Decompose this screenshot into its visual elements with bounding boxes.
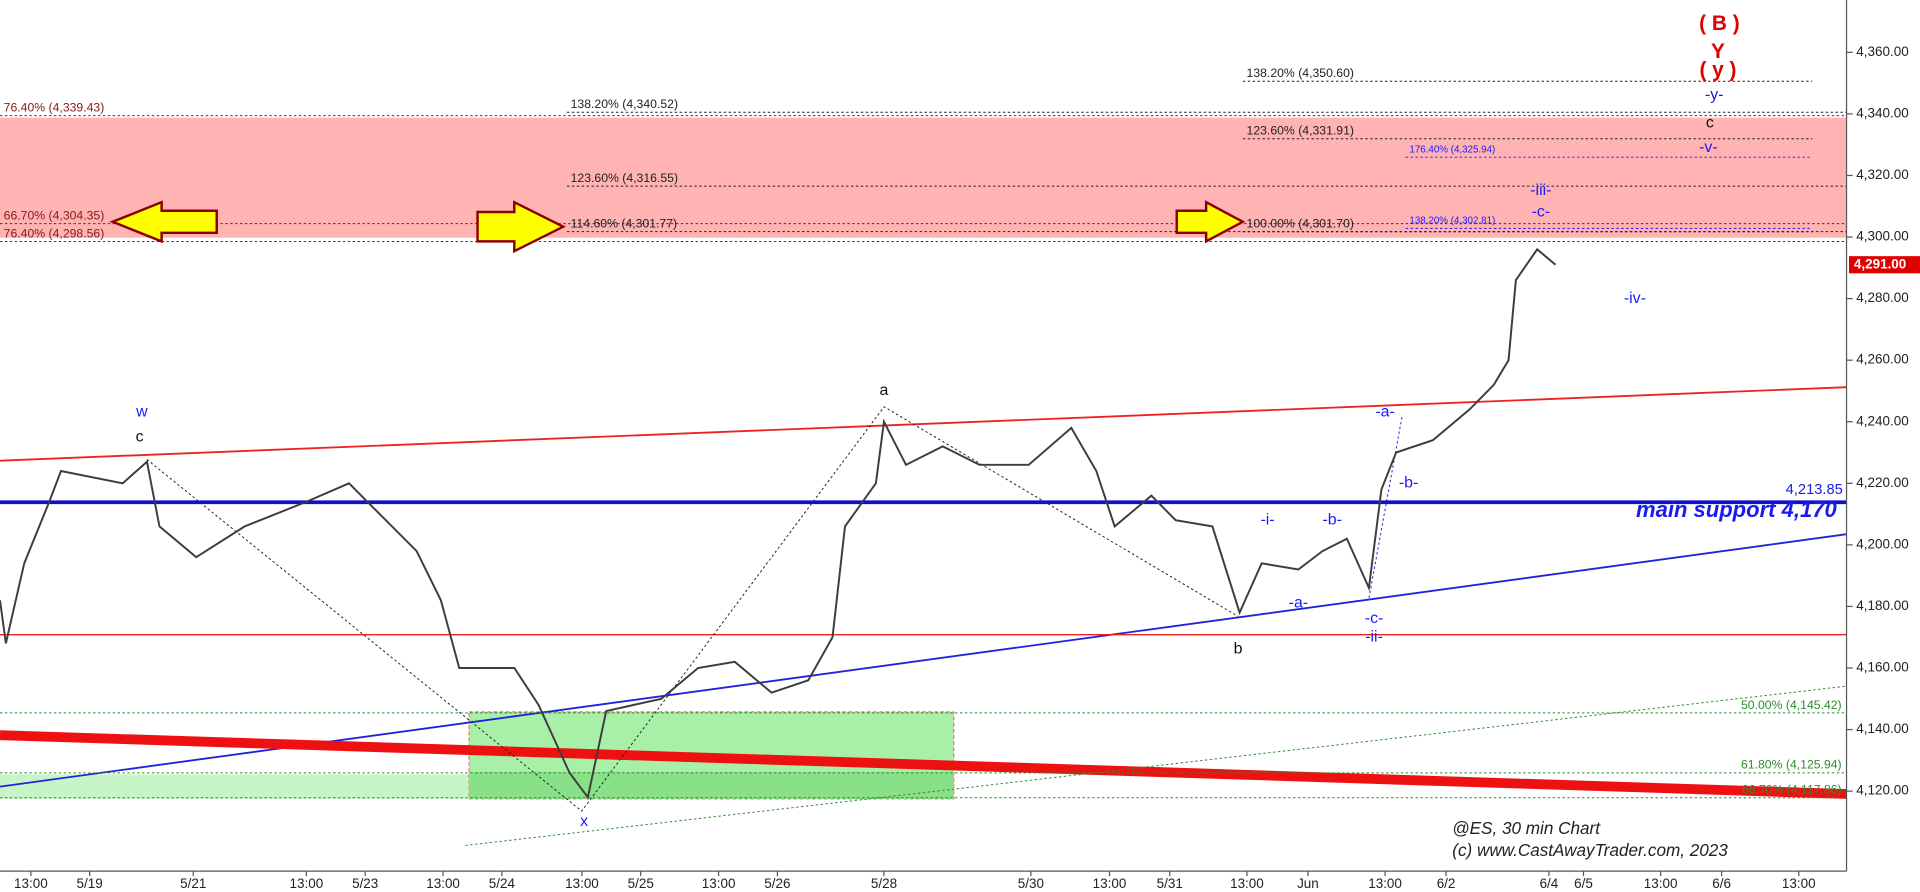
x-tick-label: 5/25: [628, 876, 654, 891]
wave-path-minor: [1368, 416, 1403, 599]
fib-level-label: 138.20% (4,302.81): [1409, 216, 1495, 227]
x-tick-label: 5/21: [180, 876, 206, 891]
fib-fan-line: [465, 685, 1847, 846]
wave-label: ( B ): [1699, 12, 1739, 35]
fib-level-label: 138.20% (4,340.52): [571, 97, 678, 111]
x-tick-label: 13:00: [14, 876, 48, 891]
wave-label: -b-: [1399, 474, 1418, 491]
wave-label: b: [1234, 641, 1243, 658]
x-tick-label: Jun: [1297, 876, 1319, 891]
x-tick-label: 13:00: [290, 876, 324, 891]
fib-level-label: 123.60% (4,331.91): [1247, 124, 1354, 138]
x-tick-label: 5/26: [764, 876, 790, 891]
wave-label: w: [135, 404, 148, 421]
x-tick-label: 5/31: [1157, 876, 1183, 891]
wave-label: a: [880, 382, 889, 399]
credit: (c) www.CastAwayTrader.com, 2023: [1452, 840, 1728, 860]
wave-label: c: [136, 428, 144, 445]
y-tick-label: 4,120.00: [1856, 783, 1908, 798]
last-price-tag: [1848, 256, 1920, 274]
x-tick-label: 6/6: [1712, 876, 1731, 891]
wave-path: [146, 406, 1239, 812]
price-line: [0, 247, 1557, 800]
y-tick-label: 4,260.00: [1856, 352, 1908, 367]
wave-label: ( y ): [1699, 58, 1736, 81]
credit: @ES, 30 min Chart: [1452, 818, 1601, 838]
fib-level-label: 76.40% (4,298.56): [4, 226, 105, 240]
x-tick-label: 5/28: [871, 876, 897, 891]
fib-level-label: 114.60% (4,301.77): [571, 216, 678, 230]
fib-level-label: 66.70% (4,117.86): [1742, 783, 1842, 797]
y-tick-label: 4,360.00: [1856, 44, 1908, 59]
fib-level-label: 50.00% (4,145.42): [1741, 698, 1842, 712]
x-tick-label: 13:00: [702, 876, 736, 891]
wave-label: -c-: [1532, 204, 1551, 221]
wave-label: -iv-: [1624, 290, 1646, 307]
resistance-zone: [0, 117, 1847, 238]
y-tick-label: 4,200.00: [1856, 536, 1908, 551]
support-zone-left: [0, 774, 469, 799]
y-tick-label: 4,140.00: [1856, 721, 1908, 736]
wave-label: -i-: [1260, 511, 1274, 528]
wave-label: -b-: [1322, 511, 1341, 528]
plot: 4,213.85 ( B ) Y( y ) -y-c -v- -iii- -c- -iv-a w…: [0, 12, 1847, 830]
y-tick-label: 4,180.00: [1856, 598, 1908, 613]
wave-label: x: [580, 813, 588, 830]
fib-level-label: 123.60% (4,316.55): [571, 171, 678, 185]
y-tick-label: 4,340.00: [1856, 105, 1908, 120]
wave-label: -iii-: [1530, 182, 1551, 199]
last-price-label: 4,291.00: [1854, 256, 1906, 271]
y-tick-label: 4,280.00: [1856, 290, 1908, 305]
support-label: 4,213.85: [1786, 482, 1843, 498]
fib-level-label: 176.40% (4,325.94): [1409, 144, 1495, 155]
x-tick-label: 13:00: [1230, 876, 1264, 891]
x-tick-label: 5/30: [1018, 876, 1044, 891]
wave-label: -y-: [1705, 87, 1724, 104]
fib-level-label: 61.80% (4,125.94): [1741, 758, 1842, 772]
arrow-left: [109, 200, 218, 244]
wave-label: -v-: [1699, 139, 1718, 156]
y-tick-label: 4,160.00: [1856, 660, 1908, 675]
x-tick-label: 5/23: [352, 876, 378, 891]
wave-label: -ii-: [1365, 628, 1383, 645]
y-tick-label: 4,220.00: [1856, 475, 1908, 490]
upper-trendline: [0, 386, 1847, 462]
major-trendline: [0, 730, 1847, 799]
wave-label: Y: [1711, 40, 1725, 63]
y-tick-label: 4,320.00: [1856, 167, 1908, 182]
arrow-right: [1175, 200, 1246, 244]
wave-label: -c-: [1365, 610, 1384, 627]
fib-level-label: 76.40% (4,339.43): [4, 101, 105, 115]
x-tick-label: 6/5: [1574, 876, 1593, 891]
x-tick-label: 13:00: [1093, 876, 1127, 891]
x-tick-label: 13:00: [1644, 876, 1678, 891]
x-tick-label: 5/19: [77, 876, 103, 891]
x-tick-label: 13:00: [565, 876, 599, 891]
wave-label: -a-: [1289, 595, 1308, 612]
wave-label: c: [1706, 114, 1714, 131]
fib-level-label: 66.70% (4,304.35): [4, 209, 105, 223]
x-tick-label: 5/24: [489, 876, 516, 891]
arrow-right: [476, 200, 567, 254]
x-tick-label: 13:00: [1368, 876, 1402, 891]
x-tick-label: 13:00: [1782, 876, 1816, 891]
axes: 4,120.00 4,140.00 4,160.00 4,180.00 4,200.00…: [14, 44, 1920, 891]
support-zone-core: [468, 771, 954, 799]
y-tick-label: 4,240.00: [1856, 413, 1908, 428]
fib-level-label: 100.00% (4,301.70): [1247, 217, 1354, 231]
fib-level-label: 138.20% (4,350.60): [1247, 66, 1354, 80]
x-tick-label: 13:00: [426, 876, 460, 891]
wave-label: -a-: [1375, 404, 1394, 421]
fib-levels: 76.40% (4,339.43) 66.70% (4,304.35) 76.40%…: [0, 66, 1847, 799]
x-tick-label: 6/2: [1437, 876, 1456, 891]
support-text: main support 4,170: [1636, 497, 1837, 522]
y-tick-label: 4,300.00: [1856, 229, 1908, 244]
x-tick-label: 6/4: [1540, 876, 1559, 891]
